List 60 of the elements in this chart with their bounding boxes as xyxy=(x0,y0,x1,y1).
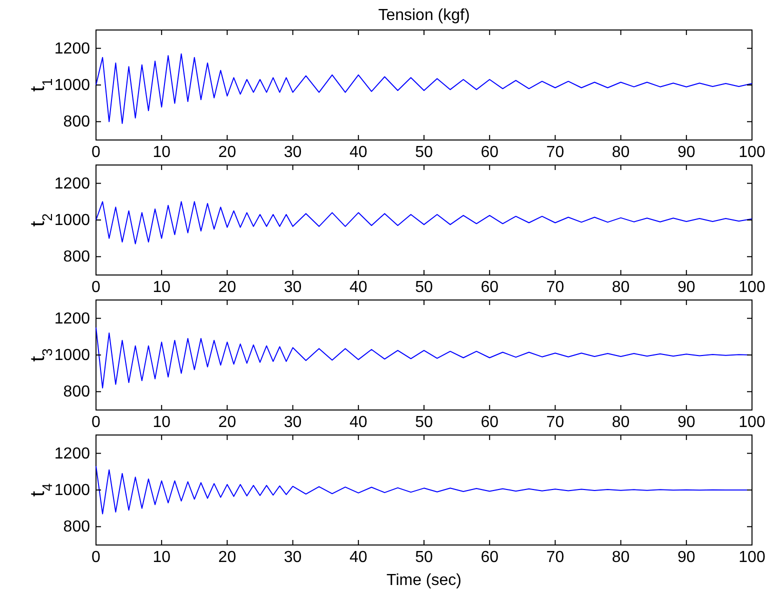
y-tick-label: 1200 xyxy=(54,310,90,328)
x-tick-label: 60 xyxy=(480,279,499,296)
x-tick-label: 10 xyxy=(152,549,171,566)
x-tick-label: 90 xyxy=(678,549,696,566)
x-tick-label: 30 xyxy=(284,144,302,161)
y-tick-label: 1000 xyxy=(54,482,90,499)
line-series xyxy=(96,53,752,124)
x-tick-label: 60 xyxy=(480,414,499,431)
x-tick-label: 30 xyxy=(284,279,302,296)
x-tick-label: 10 xyxy=(152,144,171,161)
x-tick-label: 40 xyxy=(350,279,368,296)
x-tick-label: 40 xyxy=(350,414,368,431)
x-tick-label: 80 xyxy=(612,549,630,566)
x-tick-label: 90 xyxy=(678,279,696,296)
x-tick-label: 10 xyxy=(152,414,171,431)
x-tick-label: 50 xyxy=(415,414,433,431)
x-tick-label: 50 xyxy=(415,549,433,566)
y-tick-label: 1200 xyxy=(54,40,90,58)
y-tick-label: 800 xyxy=(63,114,90,131)
y-tick-label: 800 xyxy=(63,384,90,401)
x-tick-label: 20 xyxy=(218,414,236,431)
x-tick-label: 20 xyxy=(218,549,236,566)
y-tick-label: 800 xyxy=(63,248,90,266)
x-tick-label: 80 xyxy=(612,414,630,431)
x-tick-label: 70 xyxy=(546,549,564,566)
y-tick-label: 800 xyxy=(63,518,90,536)
y-tick-label: 1000 xyxy=(54,347,90,364)
x-tick-label: 50 xyxy=(415,279,433,296)
x-tick-label: 20 xyxy=(218,144,236,161)
y-tick-label: 1000 xyxy=(54,212,90,229)
x-tick-label: 70 xyxy=(546,144,564,161)
x-tick-label: 0 xyxy=(92,549,101,566)
x-tick-label: 30 xyxy=(284,414,302,431)
x-tick-label: 80 xyxy=(612,144,630,161)
x-tick-label: 90 xyxy=(678,414,696,431)
chart-title: Tension (kgf) xyxy=(378,7,470,24)
x-tick-label: 80 xyxy=(612,279,630,296)
x-tick-label: 60 xyxy=(480,144,499,161)
x-tick-label: 90 xyxy=(678,144,696,161)
x-tick-label: 70 xyxy=(546,414,564,431)
x-tick-label: 40 xyxy=(350,549,368,566)
x-axis-title: Time (sec) xyxy=(386,572,462,589)
x-tick-label: 100 xyxy=(738,549,766,566)
x-tick-label: 30 xyxy=(284,549,302,566)
x-tick-label: 100 xyxy=(738,414,766,431)
x-tick-label: 0 xyxy=(92,144,101,161)
x-tick-label: 40 xyxy=(350,144,368,161)
x-tick-label: 50 xyxy=(415,144,433,161)
x-tick-label: 100 xyxy=(738,144,766,161)
y-tick-label: 1200 xyxy=(54,175,90,192)
x-tick-label: 0 xyxy=(92,279,101,296)
x-tick-label: 0 xyxy=(92,414,101,431)
x-tick-label: 70 xyxy=(546,279,564,296)
line-series xyxy=(96,201,752,244)
y-tick-label: 1200 xyxy=(54,445,90,462)
x-tick-label: 20 xyxy=(218,279,236,296)
x-tick-label: 60 xyxy=(480,549,499,566)
x-tick-label: 10 xyxy=(152,279,171,296)
y-tick-label: 1000 xyxy=(54,77,90,94)
x-tick-label: 100 xyxy=(738,279,766,296)
